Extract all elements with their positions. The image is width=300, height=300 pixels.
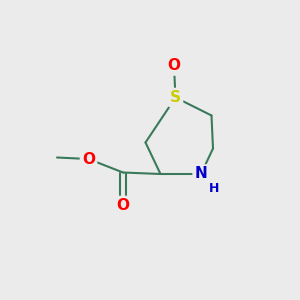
- Text: S: S: [170, 90, 181, 105]
- Text: H: H: [209, 182, 220, 195]
- Text: O: O: [82, 152, 95, 166]
- Text: N: N: [195, 167, 207, 182]
- Text: O: O: [116, 198, 130, 213]
- Text: O: O: [167, 58, 181, 74]
